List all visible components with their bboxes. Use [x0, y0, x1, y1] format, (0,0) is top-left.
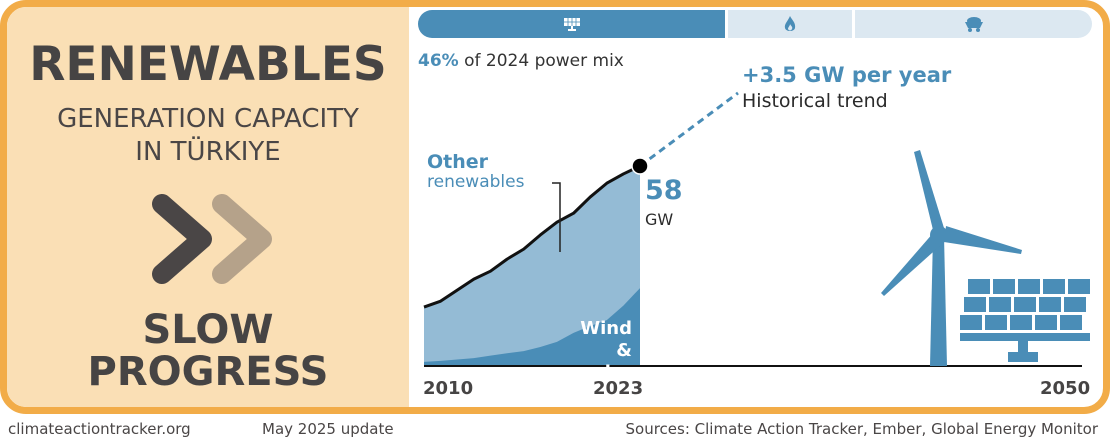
solar-cell	[1060, 315, 1082, 330]
x-tick-2050: 2050	[1040, 378, 1091, 399]
double-chevron-right-icon	[152, 194, 272, 284]
wind-solar-label: Wind & solar	[560, 318, 632, 384]
wind-solar-label-line1: Wind	[580, 318, 632, 339]
trend-label: Historical trend	[742, 90, 888, 112]
page-title: RENEWABLES	[29, 37, 387, 92]
status-line1: SLOW	[142, 307, 274, 353]
wind-solar-area	[424, 288, 640, 366]
status-line2: PROGRESS	[87, 349, 329, 395]
solar-cell	[968, 279, 990, 294]
solar-panel-base	[1008, 352, 1038, 362]
subtitle-line2: IN TÜRKIYE	[135, 137, 281, 167]
solar-cell	[985, 315, 1007, 330]
other-renewables-label-line2: renewables	[427, 172, 525, 192]
power-mix-coal-segment	[855, 10, 1092, 38]
solar-cell	[993, 279, 1015, 294]
infographic-frame: RENEWABLES GENERATION CAPACITY IN TÜRKIY…	[0, 0, 1110, 414]
footer-sources: Sources: Climate Action Tracker, Ember, …	[625, 420, 1099, 438]
trend-projection-line	[639, 91, 739, 168]
solar-cell	[964, 297, 986, 312]
solar-cell	[989, 297, 1011, 312]
progress-status: SLOW PROGRESS	[7, 309, 409, 393]
power-mix-renewables-segment	[418, 10, 725, 38]
x-tick-2010: 2010	[423, 378, 474, 399]
other-renewables-label-line1: Other	[427, 151, 489, 173]
wind-solar-label-line2: & solar	[581, 340, 632, 383]
total-capacity-line	[423, 164, 641, 309]
wind-turbine-icon	[881, 150, 1022, 366]
coal-cart-icon	[964, 17, 983, 32]
trend-value: +3.5 GW per year	[742, 63, 952, 87]
solar-panel-frame	[960, 333, 1090, 341]
flame-icon	[784, 16, 796, 31]
solar-cell	[1039, 297, 1061, 312]
solar-panel-icon	[563, 18, 580, 31]
power-mix-share: 46%	[418, 51, 459, 71]
solar-panel-illustration-icon	[960, 279, 1090, 362]
solar-cell	[1010, 315, 1032, 330]
power-mix-text: of 2024 power mix	[458, 51, 624, 71]
footer-website[interactable]: climateactiontracker.org	[8, 420, 191, 438]
subtitle-line1: GENERATION CAPACITY	[57, 104, 359, 134]
solar-cell	[1068, 279, 1090, 294]
other-renewables-leader-line	[552, 182, 561, 252]
footer-update: May 2025 update	[262, 420, 394, 438]
solar-cell	[1043, 279, 1065, 294]
end-unit-label: GW	[645, 210, 674, 229]
power-mix-label: 46% of 2024 power mix	[418, 51, 624, 71]
end-point-marker	[631, 157, 649, 175]
solar-panel-post	[1018, 341, 1028, 355]
end-value-label: 58	[645, 175, 683, 206]
power-mix-gas-segment	[728, 10, 852, 38]
solar-cell	[1018, 279, 1040, 294]
x-tick-2023: 2023	[593, 378, 644, 399]
left-panel: RENEWABLES GENERATION CAPACITY IN TÜRKIY…	[7, 7, 409, 407]
other-renewables-area	[424, 166, 640, 366]
solar-cell	[1064, 297, 1086, 312]
subtitle: GENERATION CAPACITY IN TÜRKIYE	[7, 103, 409, 169]
solar-cell	[1014, 297, 1036, 312]
solar-cell	[960, 315, 982, 330]
solar-cell	[1035, 315, 1057, 330]
